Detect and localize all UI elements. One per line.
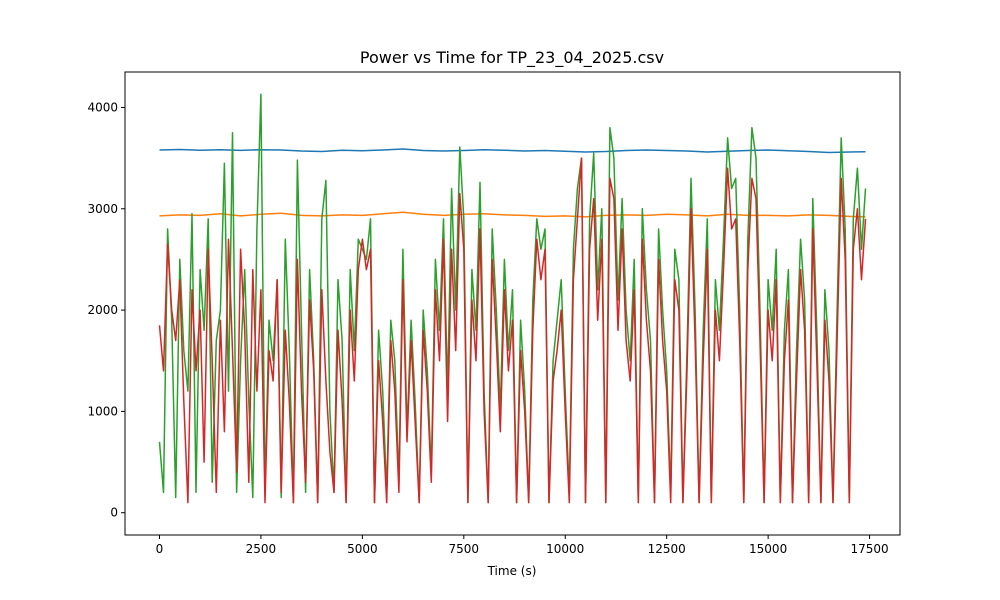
series-line-4: [158, 157, 867, 504]
y-tick-label: 1000: [87, 404, 118, 418]
y-tick-label: 0: [110, 506, 118, 520]
x-tick-label: 10000: [546, 542, 584, 556]
series-line-2: [159, 211, 866, 218]
x-axis-label: Time (s): [487, 564, 537, 578]
plot-frame: [124, 71, 901, 536]
y-tick-label: 4000: [87, 100, 118, 114]
y-tick-label: 2000: [87, 303, 118, 317]
chart-title: Power vs Time for TP_23_04_2025.csv: [360, 48, 664, 68]
x-tick-label: 15000: [749, 542, 787, 556]
x-tick-label: 7500: [449, 542, 480, 556]
x-tick-label: 12500: [648, 542, 686, 556]
series-group: [158, 93, 867, 504]
x-tick-label: 2500: [246, 542, 277, 556]
x-tick-label: 17500: [850, 542, 888, 556]
y-axis-ticks: 0 1000 2000 3000 4000: [87, 100, 125, 520]
x-tick-label: 0: [156, 542, 164, 556]
series-line-3: [158, 93, 867, 504]
series-line-1: [159, 148, 866, 154]
x-axis-ticks: 0 2500 5000 7500 10000 12500 15000 17500: [156, 535, 889, 556]
x-tick-label: 5000: [347, 542, 378, 556]
y-tick-label: 3000: [87, 202, 118, 216]
